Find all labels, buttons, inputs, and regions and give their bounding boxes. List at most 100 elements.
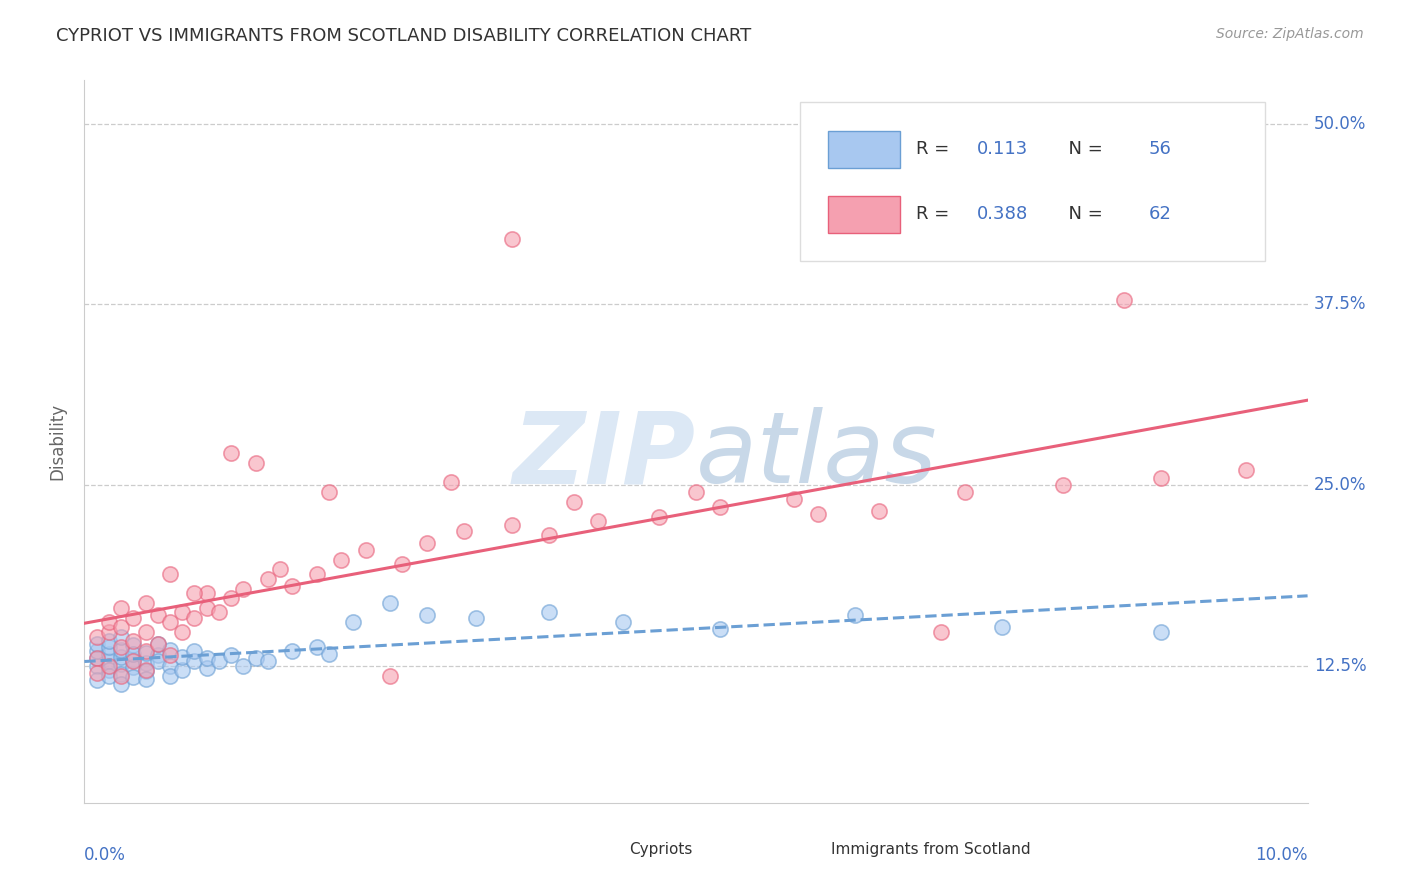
Point bbox=[219, 648, 242, 663]
Point bbox=[208, 605, 231, 619]
Point bbox=[232, 582, 254, 596]
Text: ZIP: ZIP bbox=[513, 408, 696, 505]
Point bbox=[195, 586, 218, 600]
Point bbox=[195, 600, 218, 615]
Point bbox=[110, 600, 132, 615]
Point bbox=[122, 670, 145, 684]
Point bbox=[110, 640, 132, 654]
Point bbox=[110, 668, 132, 682]
Point bbox=[991, 619, 1014, 633]
Point bbox=[380, 596, 402, 610]
Point bbox=[135, 644, 157, 658]
Point bbox=[685, 485, 707, 500]
Point bbox=[110, 677, 132, 691]
Point bbox=[305, 640, 328, 654]
Point bbox=[146, 648, 169, 663]
Point bbox=[135, 625, 157, 640]
Text: R =: R = bbox=[917, 205, 955, 223]
Point bbox=[318, 647, 340, 661]
Point bbox=[354, 542, 377, 557]
Point bbox=[122, 653, 145, 667]
Point bbox=[219, 591, 242, 605]
Point bbox=[86, 665, 108, 680]
Point bbox=[183, 611, 205, 625]
Point bbox=[219, 446, 242, 460]
Point bbox=[122, 638, 145, 652]
Point bbox=[709, 500, 731, 514]
Point bbox=[783, 492, 806, 507]
Point bbox=[86, 673, 108, 687]
Point bbox=[110, 642, 132, 657]
Point bbox=[183, 644, 205, 658]
Point bbox=[110, 630, 132, 644]
Point bbox=[122, 634, 145, 648]
Point bbox=[232, 658, 254, 673]
Text: N =: N = bbox=[1057, 140, 1108, 158]
Point bbox=[586, 514, 609, 528]
Point bbox=[416, 607, 439, 622]
Point bbox=[97, 615, 120, 630]
Point bbox=[257, 572, 280, 586]
Point bbox=[502, 232, 524, 246]
Point bbox=[110, 667, 132, 681]
Point bbox=[135, 672, 157, 686]
Point bbox=[97, 663, 120, 677]
Point bbox=[807, 507, 830, 521]
Point bbox=[135, 656, 157, 670]
Point bbox=[245, 456, 267, 470]
Y-axis label: Disability: Disability bbox=[48, 403, 66, 480]
Point bbox=[183, 586, 205, 600]
Text: Cypriots: Cypriots bbox=[628, 842, 692, 857]
Text: 12.5%: 12.5% bbox=[1313, 657, 1367, 674]
Point bbox=[122, 611, 145, 625]
Text: 56: 56 bbox=[1149, 140, 1171, 158]
Point bbox=[453, 524, 475, 538]
Point bbox=[1236, 463, 1258, 477]
Text: 62: 62 bbox=[1149, 205, 1171, 223]
Point bbox=[245, 651, 267, 665]
Text: R =: R = bbox=[917, 140, 955, 158]
Point bbox=[269, 562, 291, 576]
Point bbox=[172, 663, 194, 677]
Point bbox=[562, 495, 585, 509]
Point bbox=[1150, 625, 1173, 640]
FancyBboxPatch shape bbox=[571, 838, 626, 862]
Text: atlas: atlas bbox=[696, 408, 938, 505]
Point bbox=[86, 658, 108, 673]
Point bbox=[1052, 478, 1074, 492]
Point bbox=[86, 644, 108, 658]
FancyBboxPatch shape bbox=[828, 131, 900, 169]
Point bbox=[97, 625, 120, 640]
Point bbox=[257, 654, 280, 668]
Point bbox=[122, 647, 145, 661]
Point bbox=[110, 657, 132, 671]
Point bbox=[342, 615, 364, 630]
Point bbox=[146, 654, 169, 668]
Text: 0.0%: 0.0% bbox=[84, 847, 127, 864]
Point bbox=[135, 663, 157, 677]
Text: 10.0%: 10.0% bbox=[1256, 847, 1308, 864]
Point bbox=[318, 485, 340, 500]
Text: 0.113: 0.113 bbox=[977, 140, 1029, 158]
Point bbox=[146, 637, 169, 651]
Point bbox=[146, 607, 169, 622]
Point bbox=[538, 528, 561, 542]
Point bbox=[97, 647, 120, 661]
Point bbox=[135, 646, 157, 660]
Point bbox=[953, 485, 976, 500]
Point bbox=[110, 619, 132, 633]
Point bbox=[135, 665, 157, 679]
Point bbox=[538, 605, 561, 619]
Point bbox=[159, 642, 181, 657]
FancyBboxPatch shape bbox=[800, 102, 1265, 260]
Point bbox=[929, 625, 952, 640]
Point bbox=[844, 607, 866, 622]
Point bbox=[195, 661, 218, 675]
Point bbox=[86, 651, 108, 665]
Point bbox=[172, 605, 194, 619]
Point bbox=[281, 644, 304, 658]
Text: 37.5%: 37.5% bbox=[1313, 295, 1367, 313]
Point bbox=[648, 509, 671, 524]
Point bbox=[97, 634, 120, 648]
Text: 25.0%: 25.0% bbox=[1313, 476, 1367, 494]
